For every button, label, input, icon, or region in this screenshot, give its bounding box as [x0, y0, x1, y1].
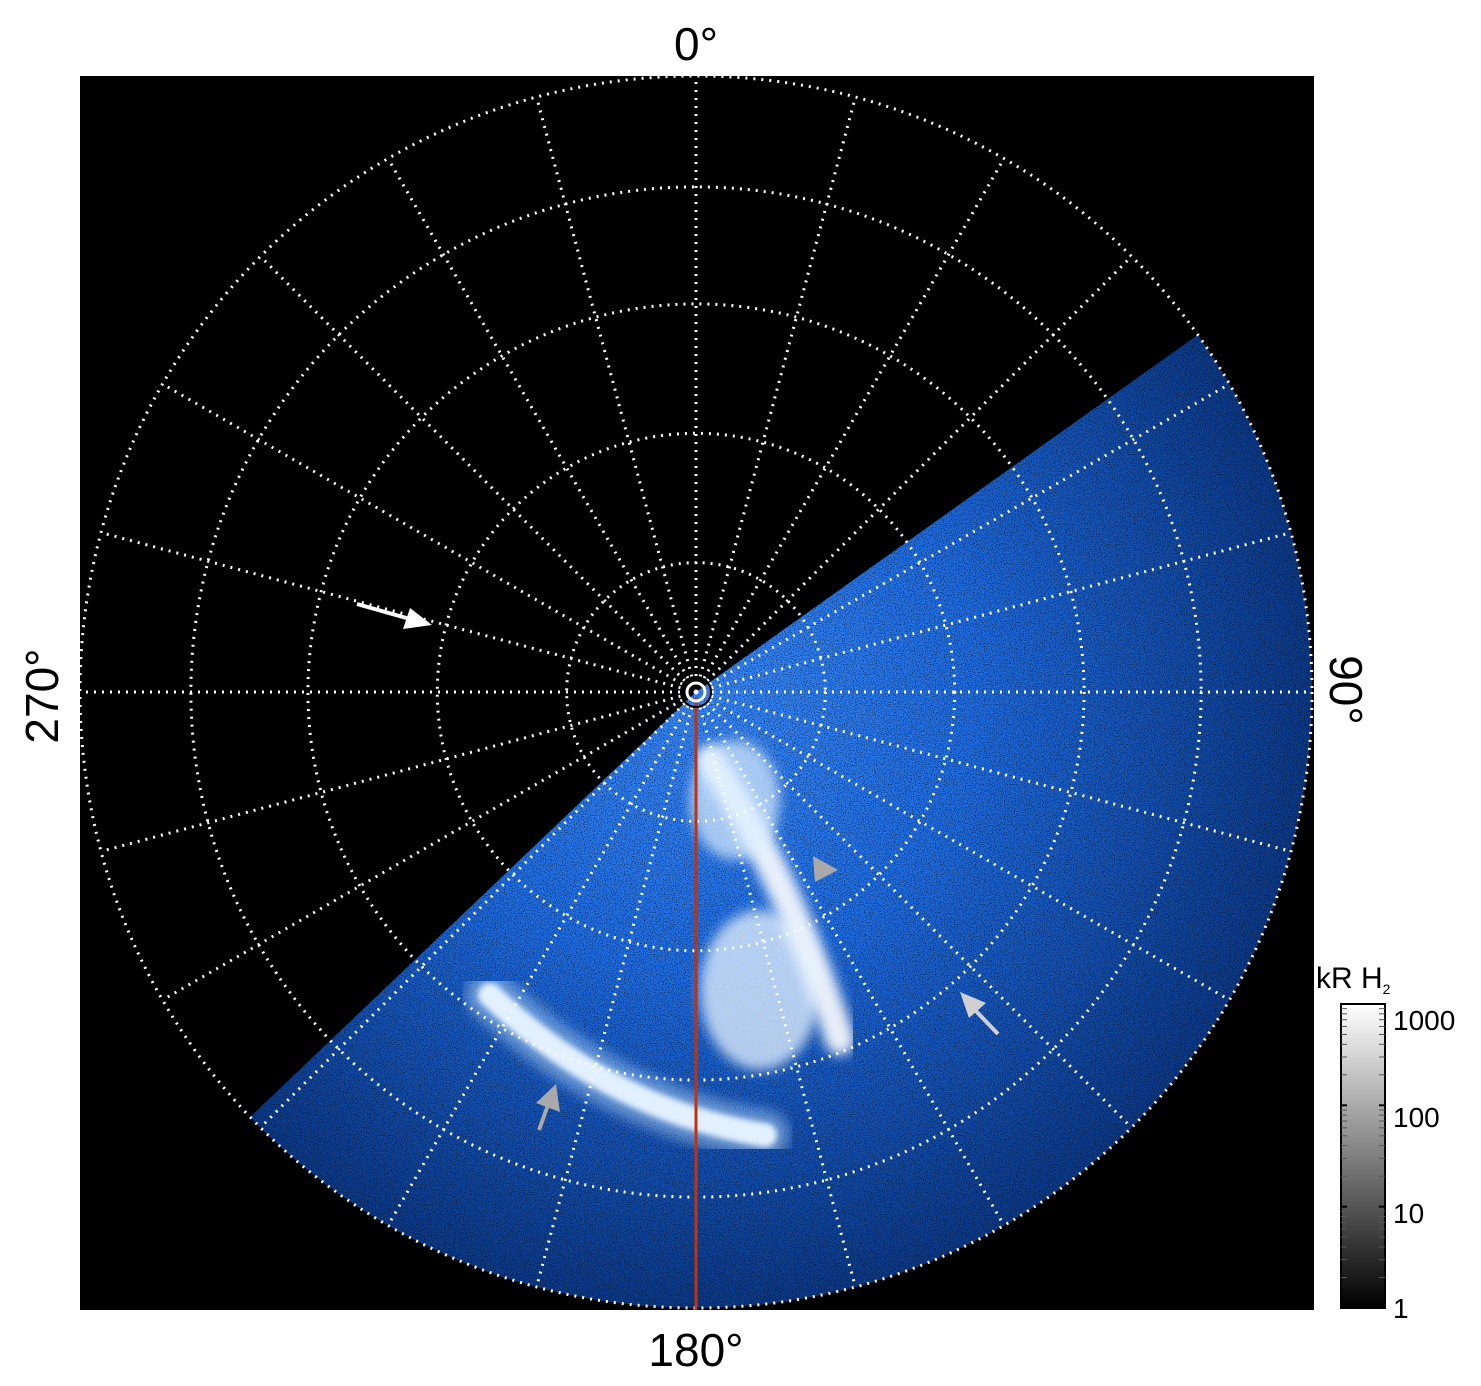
meridian-line	[161, 382, 697, 694]
pole-marker-ring	[680, 676, 712, 708]
meridian-line	[694, 690, 1133, 1129]
colorbar-tick-1000: 1000	[1393, 1005, 1455, 1036]
arrowhead-gray-icon	[813, 856, 838, 882]
meridian-line	[535, 96, 698, 693]
label-180-deg: 180°	[648, 1324, 743, 1376]
meridian-line	[694, 255, 1133, 694]
colorbar-gradient	[1340, 1003, 1386, 1309]
label-90-deg: 90°	[1320, 655, 1372, 725]
arrow-gray-lower-icon	[536, 1084, 560, 1131]
emission-noise	[250, 334, 1312, 1308]
colorbar-title: kR H2	[1316, 962, 1391, 997]
meridian-line	[694, 157, 1006, 693]
meridian-line	[259, 690, 698, 1129]
meridian-line	[386, 157, 698, 693]
colorbar: kR H2 1000 100 10 1	[1316, 962, 1455, 1324]
meridian-line	[695, 690, 1292, 853]
latitude-circle	[80, 76, 1314, 1310]
colorbar-tick-100: 100	[1393, 1102, 1440, 1133]
colorbar-minor-ticks	[1341, 1008, 1385, 1309]
meridian-line	[695, 382, 1231, 694]
main-oval-arc-glow	[465, 970, 790, 1160]
meridian-line	[100, 531, 697, 694]
meridian-line	[694, 96, 857, 693]
meridian-line	[259, 255, 698, 694]
meridian-line	[695, 690, 1231, 1002]
meridian-line	[535, 691, 698, 1288]
meridian-line	[694, 691, 1006, 1227]
bright-emission-patch	[700, 910, 820, 1070]
meridian-line	[694, 691, 857, 1288]
meridian-line	[695, 531, 1292, 694]
meridian-line	[386, 691, 698, 1227]
meridian-line	[161, 690, 697, 1002]
emission-patch-near-pole	[690, 740, 780, 860]
colorbar-tick-10: 10	[1393, 1198, 1424, 1229]
meridian-line	[100, 690, 697, 853]
arrow-gray-upper-icon	[960, 992, 1000, 1036]
colorbar-tick-1: 1	[1393, 1293, 1409, 1324]
north-pole-marker	[685, 681, 707, 703]
latitude-circle	[435, 431, 957, 953]
label-270-deg: 270°	[16, 648, 68, 743]
arrow-white-icon	[356, 602, 432, 629]
label-0-deg: 0°	[674, 18, 718, 70]
